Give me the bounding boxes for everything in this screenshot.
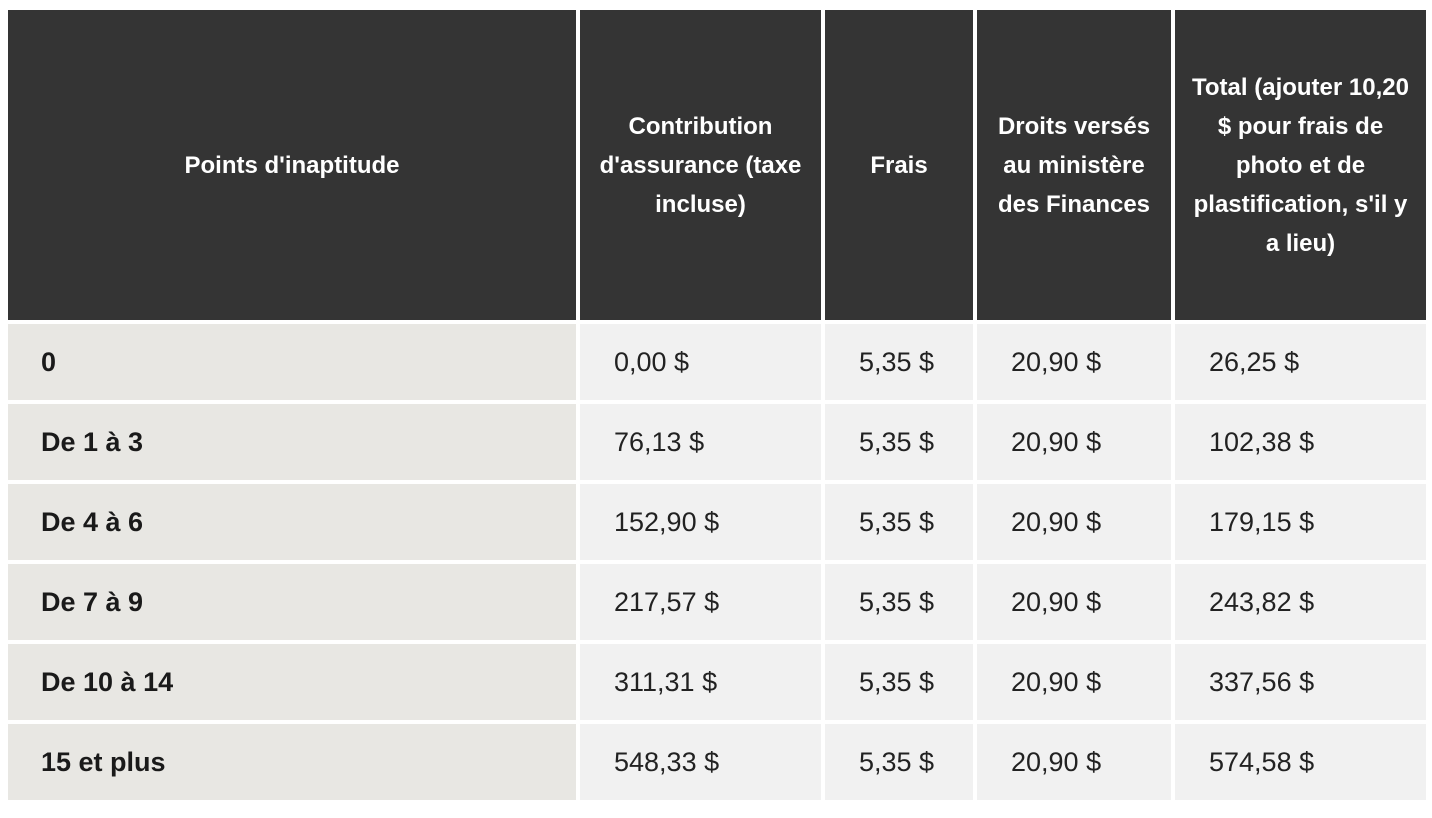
cell-droits: 20,90 $ [977,324,1171,400]
cell-points: 0 [8,324,576,400]
table-row: De 1 à 3 76,13 $ 5,35 $ 20,90 $ 102,38 $ [8,404,1426,480]
cell-points: De 10 à 14 [8,644,576,720]
cell-frais: 5,35 $ [825,724,973,800]
cell-total: 243,82 $ [1175,564,1426,640]
cell-points: De 7 à 9 [8,564,576,640]
cell-points: De 1 à 3 [8,404,576,480]
header-droits: Droits versés au ministère des Finances [977,10,1171,320]
table-header: Points d'inaptitude Contribution d'assur… [8,10,1426,320]
cell-points: 15 et plus [8,724,576,800]
cell-total: 337,56 $ [1175,644,1426,720]
cell-droits: 20,90 $ [977,484,1171,560]
cell-total: 179,15 $ [1175,484,1426,560]
cell-total: 26,25 $ [1175,324,1426,400]
header-contribution: Contribution d'assurance (taxe incluse) [580,10,821,320]
cell-contribution: 217,57 $ [580,564,821,640]
table-row: 0 0,00 $ 5,35 $ 20,90 $ 26,25 $ [8,324,1426,400]
cell-contribution: 548,33 $ [580,724,821,800]
cell-droits: 20,90 $ [977,644,1171,720]
cell-points: De 4 à 6 [8,484,576,560]
header-row: Points d'inaptitude Contribution d'assur… [8,10,1426,320]
table-row: 15 et plus 548,33 $ 5,35 $ 20,90 $ 574,5… [8,724,1426,800]
table-row: De 4 à 6 152,90 $ 5,35 $ 20,90 $ 179,15 … [8,484,1426,560]
cell-frais: 5,35 $ [825,324,973,400]
cell-contribution: 311,31 $ [580,644,821,720]
table-row: De 10 à 14 311,31 $ 5,35 $ 20,90 $ 337,5… [8,644,1426,720]
cell-total: 574,58 $ [1175,724,1426,800]
cell-contribution: 0,00 $ [580,324,821,400]
cell-frais: 5,35 $ [825,404,973,480]
cell-droits: 20,90 $ [977,404,1171,480]
fee-table-container: Points d'inaptitude Contribution d'assur… [8,10,1426,800]
cell-frais: 5,35 $ [825,484,973,560]
header-total: Total (ajouter 10,20 $ pour frais de pho… [1175,10,1426,320]
table-row: De 7 à 9 217,57 $ 5,35 $ 20,90 $ 243,82 … [8,564,1426,640]
cell-frais: 5,35 $ [825,564,973,640]
cell-total: 102,38 $ [1175,404,1426,480]
fee-table: Points d'inaptitude Contribution d'assur… [4,6,1430,804]
cell-frais: 5,35 $ [825,644,973,720]
cell-contribution: 152,90 $ [580,484,821,560]
cell-contribution: 76,13 $ [580,404,821,480]
table-body: 0 0,00 $ 5,35 $ 20,90 $ 26,25 $ De 1 à 3… [8,324,1426,800]
cell-droits: 20,90 $ [977,724,1171,800]
header-frais: Frais [825,10,973,320]
header-points: Points d'inaptitude [8,10,576,320]
cell-droits: 20,90 $ [977,564,1171,640]
